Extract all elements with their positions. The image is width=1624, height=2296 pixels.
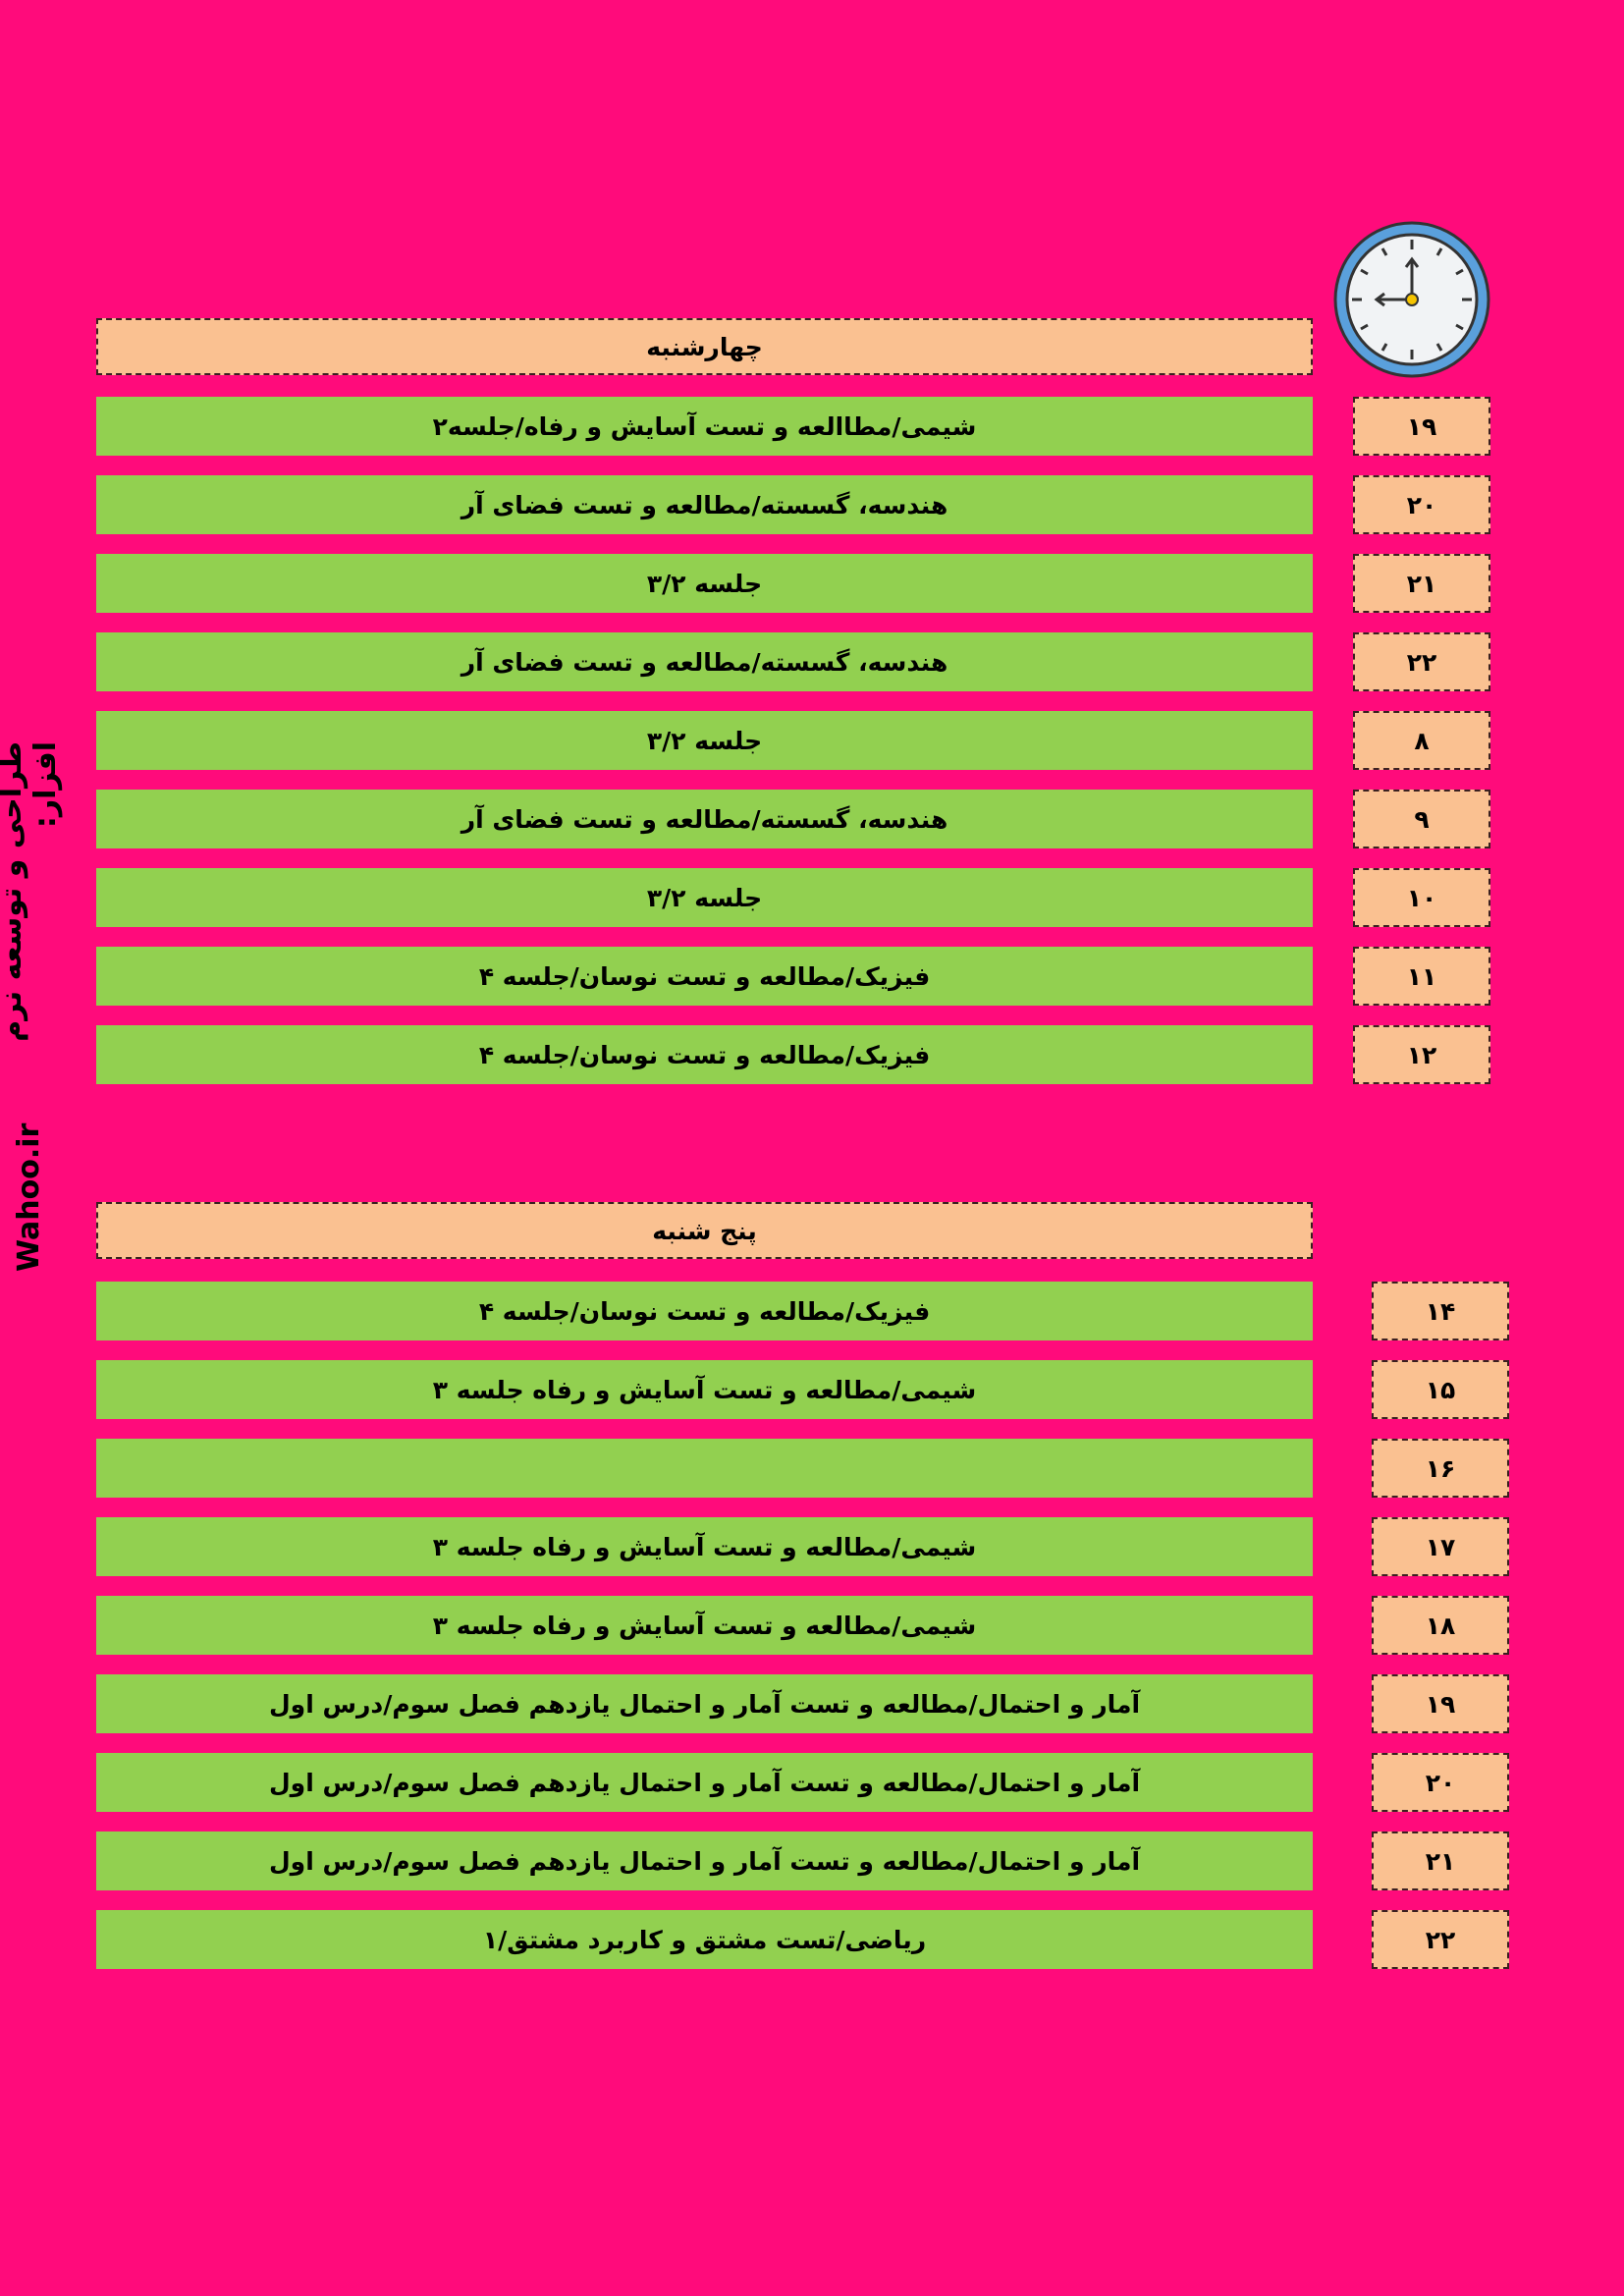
developer-credit: Wahoo.ir طراحی و توسعه نرم افزار: <box>0 741 63 1272</box>
task-cell: جلسه ۳/۲ <box>96 554 1313 613</box>
task-cell: فیزیک/مطالعه و تست نوسان/جلسه ۴ <box>96 947 1313 1006</box>
hour-cell: ۲۲ <box>1372 1910 1509 1969</box>
task-cell: شیمی/مطاالعه و تست آسایش و رفاه/جلسه۲ <box>96 397 1313 456</box>
hour-cell: ۲۱ <box>1372 1831 1509 1890</box>
task-cell: شیمی/مطالعه و تست آسایش و رفاه جلسه ۳ <box>96 1360 1313 1419</box>
hour-cell: ۱۷ <box>1372 1517 1509 1576</box>
hour-cell: ۱۵ <box>1372 1360 1509 1419</box>
task-cell: جلسه ۳/۲ <box>96 868 1313 927</box>
task-cell: آمار و احتمال/مطالعه و تست آمار و احتمال… <box>96 1674 1313 1733</box>
hour-cell: ۹ <box>1353 790 1490 848</box>
site-link[interactable]: Wahoo.ir <box>11 1122 46 1272</box>
hour-cell: ۲۰ <box>1353 475 1490 534</box>
task-cell: ریاضی/تست مشتق و کاربرد مشتق/۱ <box>96 1910 1313 1969</box>
task-cell: هندسه، گسسته/مطالعه و تست فضای آر <box>96 475 1313 534</box>
hour-cell: ۲۲ <box>1353 632 1490 691</box>
task-cell: آمار و احتمال/مطالعه و تست آمار و احتمال… <box>96 1753 1313 1812</box>
task-cell <box>96 1439 1313 1498</box>
hour-cell: ۸ <box>1353 711 1490 770</box>
task-cell: شیمی/مطالعه و تست آسایش و رفاه جلسه ۳ <box>96 1596 1313 1655</box>
hour-cell: ۲۰ <box>1372 1753 1509 1812</box>
day-header: پنج شنبه <box>96 1202 1313 1259</box>
hour-cell: ۱۹ <box>1353 397 1490 456</box>
credit-label: طراحی و توسعه نرم افزار: <box>0 741 63 1042</box>
task-cell: فیزیک/مطالعه و تست نوسان/جلسه ۴ <box>96 1025 1313 1084</box>
hour-cell: ۲۱ <box>1353 554 1490 613</box>
task-cell: فیزیک/مطالعه و تست نوسان/جلسه ۴ <box>96 1282 1313 1340</box>
task-cell: شیمی/مطالعه و تست آسایش و رفاه جلسه ۳ <box>96 1517 1313 1576</box>
day-header: چهارشنبه <box>96 318 1313 375</box>
task-cell: هندسه، گسسته/مطالعه و تست فضای آر <box>96 632 1313 691</box>
hour-cell: ۱۱ <box>1353 947 1490 1006</box>
hour-cell: ۱۴ <box>1372 1282 1509 1340</box>
hour-cell: ۱۹ <box>1372 1674 1509 1733</box>
hour-cell: ۱۶ <box>1372 1439 1509 1498</box>
task-cell: آمار و احتمال/مطالعه و تست آمار و احتمال… <box>96 1831 1313 1890</box>
clock-icon <box>1333 221 1490 378</box>
task-cell: جلسه ۳/۲ <box>96 711 1313 770</box>
hour-cell: ۱۲ <box>1353 1025 1490 1084</box>
hour-cell: ۱۰ <box>1353 868 1490 927</box>
hour-cell: ۱۸ <box>1372 1596 1509 1655</box>
task-cell: هندسه، گسسته/مطالعه و تست فضای آر <box>96 790 1313 848</box>
